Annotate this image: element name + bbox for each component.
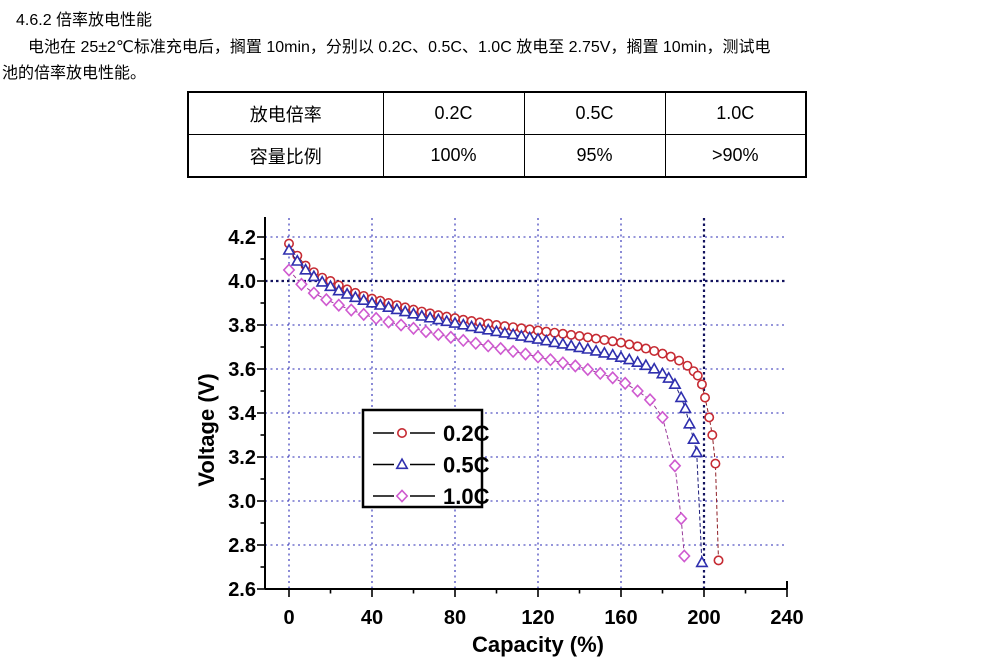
svg-text:2.6: 2.6: [228, 579, 256, 601]
svg-text:40: 40: [361, 607, 383, 629]
chart-axis-titles: Capacity (%) Voltage (V): [194, 373, 604, 657]
table-row-label: 容量比例: [187, 134, 384, 178]
svg-text:2.8: 2.8: [228, 535, 256, 557]
table-value-cell: 1.0C: [664, 91, 807, 135]
rate-capacity-table: 放电倍率 0.2C 0.5C 1.0C 容量比例 100% 95% >90%: [187, 91, 807, 178]
svg-text:4.0: 4.0: [228, 271, 256, 293]
paragraph-line-1: 电池在 25±2℃标准充电后，搁置 10min，分别以 0.2C、0.5C、1.…: [28, 39, 771, 56]
svg-text:4.2: 4.2: [228, 227, 256, 249]
y-axis-title: Voltage (V): [194, 373, 219, 486]
series-0.5C: [282, 243, 709, 568]
svg-text:0.5C: 0.5C: [443, 453, 490, 478]
svg-text:0: 0: [283, 607, 294, 629]
x-axis-title: Capacity (%): [472, 632, 604, 657]
table-value-cell: 0.5C: [523, 91, 666, 135]
series-0.2C: [284, 238, 724, 566]
discharge-curve-chart: 2.6 2.8 3.0 3.2 3.4 3.6 3.8 4.0 4.2 0 40 80 120 160 20…: [194, 217, 804, 657]
chart-axes: [264, 217, 788, 590]
table-row-discharge-rate: 放电倍率 0.2C 0.5C 1.0C: [187, 91, 807, 135]
table-value-cell: 0.2C: [382, 91, 525, 135]
svg-text:160: 160: [604, 607, 637, 629]
svg-text:3.2: 3.2: [228, 447, 256, 469]
svg-text:1.0C: 1.0C: [443, 484, 490, 509]
svg-text:3.6: 3.6: [228, 359, 256, 381]
chart-legend: 0.2C 0.5C 1.0C: [361, 408, 490, 509]
svg-text:0.2C: 0.2C: [443, 421, 490, 446]
svg-text:3.0: 3.0: [228, 491, 256, 513]
paragraph-line-2: 池的倍率放电性能。: [2, 65, 147, 82]
svg-text:3.4: 3.4: [228, 403, 257, 425]
svg-text:240: 240: [770, 607, 803, 629]
chart-ticks: [257, 236, 788, 597]
svg-text:3.8: 3.8: [228, 315, 256, 337]
chart-gridlines: [265, 218, 787, 589]
section-heading: 4.6.2 倍率放电性能: [16, 12, 153, 29]
svg-text:80: 80: [444, 607, 466, 629]
table-row-label: 放电倍率: [187, 91, 384, 135]
table-value-cell: >90%: [664, 134, 807, 178]
svg-text:200: 200: [687, 607, 720, 629]
svg-text:120: 120: [521, 607, 554, 629]
table-value-cell: 95%: [523, 134, 666, 178]
chart-tick-labels: 2.6 2.8 3.0 3.2 3.4 3.6 3.8 4.0 4.2 0 40 80 120 160 20…: [228, 227, 804, 629]
series-1.0C: [282, 263, 691, 563]
table-value-cell: 100%: [382, 134, 525, 178]
table-row-capacity-ratio: 容量比例 100% 95% >90%: [187, 134, 807, 178]
